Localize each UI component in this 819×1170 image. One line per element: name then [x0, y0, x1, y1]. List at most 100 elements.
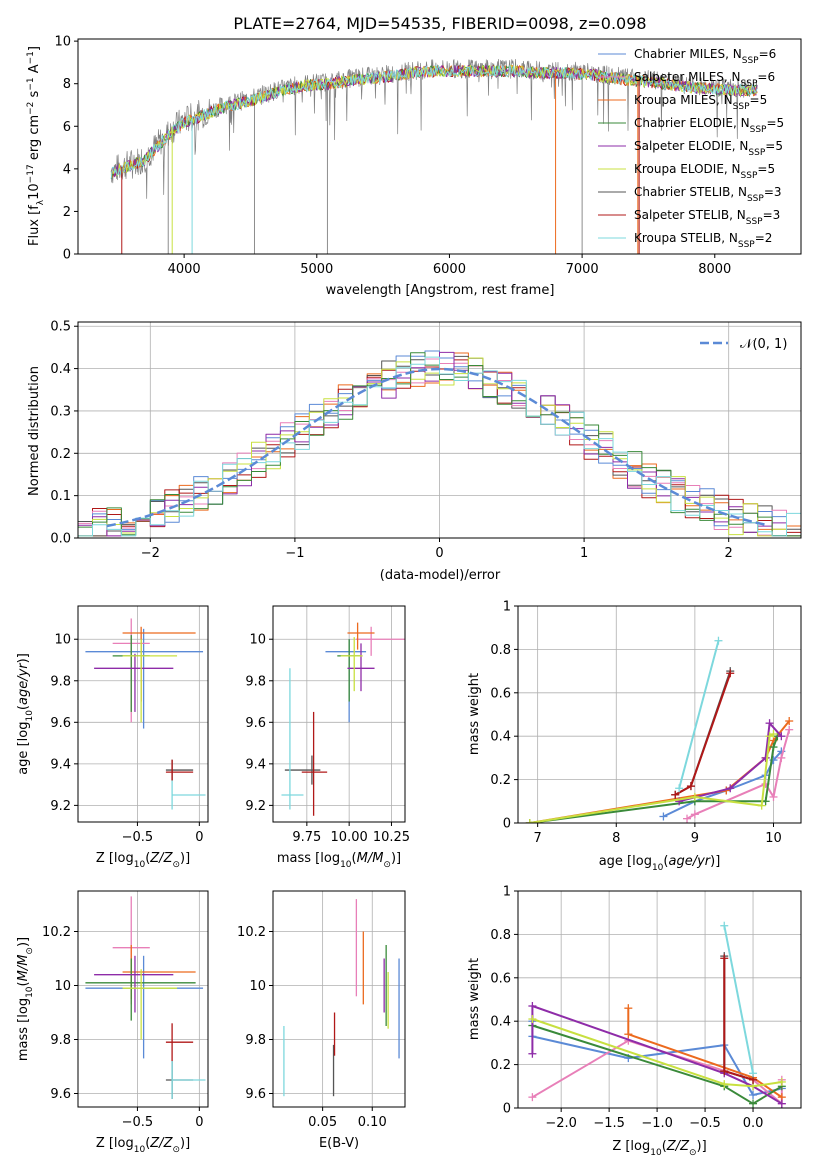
- y-axis-label: age [log10(age/yr)]: [16, 653, 35, 775]
- label-text-part: Chabrier MILES, N: [634, 47, 742, 61]
- age_vs_mass-plot-area: [281, 622, 405, 816]
- y-tick-label: 0.4: [50, 362, 71, 377]
- y-tick-label: 0.6: [490, 686, 511, 701]
- y-tick-label: 10.2: [42, 925, 71, 940]
- label-text-part: −2: [26, 102, 36, 115]
- x-tick-label: −0.5: [689, 1116, 721, 1131]
- label-text-part: Kroupa STELIB, N: [634, 231, 738, 245]
- label-text-part: (: [662, 1139, 667, 1154]
- y-tick-label: 8: [63, 77, 71, 92]
- y-tick-label: 9.8: [245, 674, 266, 689]
- label-text-part: Salpeter ELODIE, N: [634, 139, 748, 153]
- model-spectrum: [110, 64, 758, 179]
- label-text-part: =6: [759, 47, 777, 61]
- legend-label: Kroupa STELIB, NSSP=2: [634, 231, 772, 250]
- y-tick-label: 1: [503, 885, 511, 900]
- label-text-part: ⊙: [25, 947, 35, 955]
- x-tick-label: 10.25: [373, 830, 410, 845]
- label-text-part: SSP: [738, 240, 755, 250]
- y-tick-label: 0.5: [50, 320, 71, 335]
- massweight_vs_age-frame: 7 8 9 10 0 0.2 0.4 0.6 0.8 1: [490, 600, 802, 846]
- label-text-part: (: [663, 854, 668, 869]
- label-text-part: )]: [180, 851, 190, 866]
- label-text-part: )]: [391, 851, 401, 866]
- age_vs_Z-plot-area: [85, 618, 206, 810]
- mass-weight-line: [674, 670, 732, 796]
- x-tick-label: −0.5: [122, 830, 154, 845]
- label-text-part: 10: [27, 183, 42, 200]
- massweight_vs_age-axes: [518, 605, 801, 824]
- y-tick-label: 9.8: [50, 1033, 71, 1048]
- y-tick-label: 9.6: [50, 1087, 71, 1102]
- x-tick-label: 8: [612, 831, 620, 846]
- x-tick-label: 10.00: [331, 830, 368, 845]
- label-text-part: Z/Z: [149, 1136, 173, 1151]
- label-text-part: (: [145, 1136, 150, 1151]
- label-text-part: Z [log: [612, 1139, 650, 1154]
- label-text-part: A: [27, 64, 42, 77]
- y-axis-label: mass [log10(M/M⊙)]: [16, 937, 35, 1061]
- y-tick-label: 0: [63, 248, 71, 263]
- massweight_vs_age-plot-area: [525, 636, 794, 823]
- y-tick-label: 9.8: [50, 674, 71, 689]
- label-text-part: ⊙: [172, 1145, 180, 1155]
- mass_vs_ebv-frame: 0.05 0.10 9.6 9.8 10 10.2: [237, 890, 406, 1130]
- y-tick-label: 9.6: [245, 1087, 266, 1102]
- x-axis-label: mass [log10(M/M⊙)]: [277, 851, 401, 870]
- y-axis-label: Flux [fλ10−17 erg cm−2 s−1 A−1]: [26, 46, 46, 246]
- mass-weight-line: [627, 1008, 783, 1099]
- x-tick-label: 9: [691, 831, 699, 846]
- x-tick-label: −1.5: [593, 1116, 625, 1131]
- x-tick-label: 0.10: [358, 1115, 387, 1130]
- label-text-part: −1: [26, 77, 36, 90]
- label-text-part: mass [log: [277, 851, 340, 866]
- label-text-part: =6: [757, 70, 775, 84]
- x-tick-label: 0: [195, 1115, 203, 1130]
- label-text-part: Z [log: [96, 851, 134, 866]
- y-tick-label: 0: [503, 817, 511, 832]
- label-text-part: age/yr: [668, 854, 711, 869]
- x-axis-label: Z [log10(Z/Z⊙)]: [96, 1136, 190, 1155]
- legend-label: Chabrier STELIB, NSSP=3: [634, 185, 782, 204]
- age_vs_mass-axes: [273, 606, 405, 822]
- label-text-part: SSP: [748, 148, 765, 158]
- label-text-part: Z [log: [96, 1136, 134, 1151]
- y-tick-label: 0.8: [490, 928, 511, 943]
- x-tick-label: 2: [725, 546, 733, 561]
- legend-label: Kroupa ELODIE, NSSP=5: [634, 162, 775, 181]
- label-text-part: ]: [27, 46, 42, 51]
- label-text-part: (: [145, 851, 150, 866]
- mass-weight-line: [529, 733, 774, 823]
- label-text-part: 10: [134, 1145, 146, 1155]
- y-tick-label: 0.3: [50, 404, 71, 419]
- label-text-part: Kroupa MILES, N: [634, 93, 733, 107]
- x-tick-label: 0.05: [308, 1115, 337, 1130]
- y-tick-label: 0.8: [490, 643, 511, 658]
- y-tick-label: 0.2: [50, 447, 71, 462]
- mass_vs_Z-frame: −0.5 0 9.6 9.8 10 10.2: [42, 890, 209, 1130]
- label-text-part: Z/Z: [666, 1139, 690, 1154]
- x-tick-label: −2: [141, 546, 160, 561]
- label-text-part: 10: [650, 1148, 662, 1158]
- label-text-part: =3: [764, 185, 782, 199]
- x-tick-label: 10: [765, 831, 782, 846]
- x-axis-label: Z [log10(Z/Z⊙)]: [96, 851, 190, 870]
- label-text-part: age [log: [16, 722, 31, 775]
- histogram-series: [78, 356, 801, 537]
- x-tick-label: −1.0: [641, 1116, 673, 1131]
- spectrum-frame: 4000 5000 6000 7000 8000 0 2 4 6 8 10: [54, 35, 802, 277]
- x-tick-label: 7000: [566, 262, 599, 277]
- y-tick-label: 9.4: [50, 757, 71, 772]
- y-axis-label: mass weight: [467, 673, 482, 755]
- label-text-part: (: [16, 705, 31, 710]
- label-text-part: SSP: [747, 194, 764, 204]
- y-tick-label: 10: [54, 979, 71, 994]
- label-text-part: E(B-V): [319, 1136, 359, 1151]
- y-tick-label: 10: [54, 633, 71, 648]
- label-text-part: SSP: [746, 217, 763, 227]
- axes-frame: [77, 890, 209, 1108]
- x-axis-label: (data-model)/error: [380, 568, 501, 583]
- massweight_vs_Z-plot-area: [528, 921, 786, 1108]
- label-text-part: mass [log: [16, 998, 31, 1061]
- axes-frame: [77, 38, 802, 255]
